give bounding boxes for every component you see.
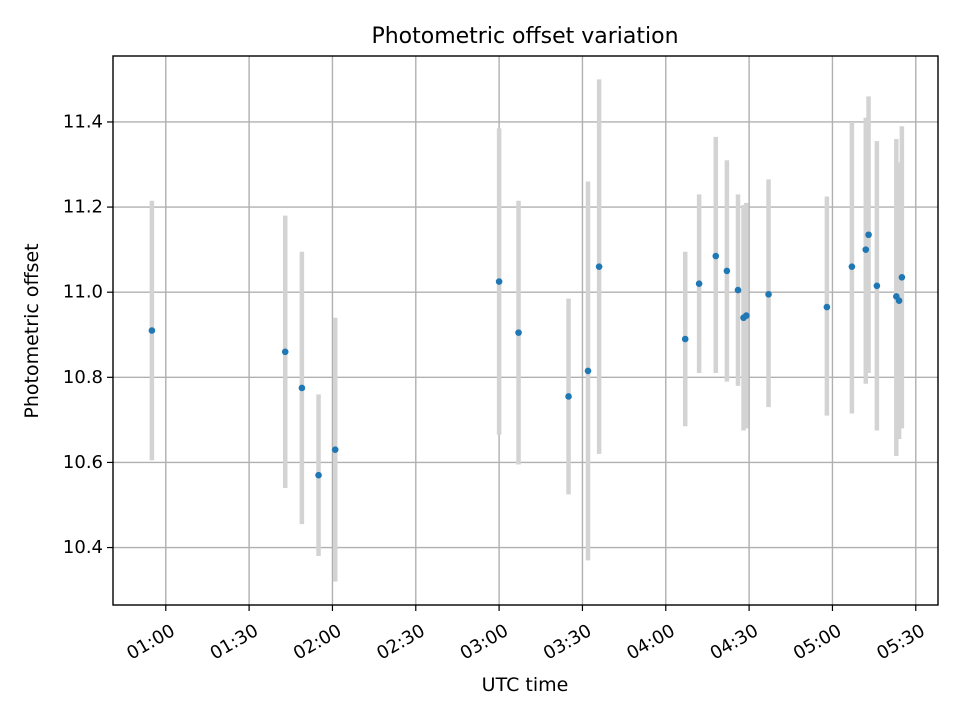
data-points: [148, 231, 906, 479]
y-tick-label: 10.4: [63, 537, 103, 558]
data-point: [734, 286, 742, 294]
data-point: [584, 367, 592, 375]
y-tick-label: 11.2: [63, 197, 103, 218]
y-tick-label: 10.8: [63, 367, 103, 388]
x-tick-label: 04:30: [707, 620, 762, 664]
data-point: [315, 471, 322, 479]
data-point: [281, 348, 289, 356]
y-tick-label: 10.6: [63, 452, 103, 473]
x-tick-label: 03:30: [540, 620, 595, 664]
data-point: [298, 384, 306, 392]
x-tick-label: 03:00: [457, 620, 512, 664]
data-point: [712, 252, 720, 260]
data-point: [681, 335, 689, 343]
data-point: [823, 303, 831, 311]
data-point: [331, 446, 339, 453]
data-point: [862, 246, 870, 253]
data-point: [865, 231, 872, 239]
data-point: [148, 327, 156, 334]
data-point: [495, 278, 503, 285]
x-tick-label: 02:30: [373, 620, 428, 664]
x-axis-label: UTC time: [482, 674, 569, 696]
y-tick-label: 11.4: [63, 111, 103, 132]
data-point: [895, 297, 903, 305]
data-point: [723, 267, 731, 275]
y-axis-ticks: 10.4 10.6 10.8 11.0 11.2 11.4: [63, 111, 113, 558]
data-point: [873, 282, 881, 290]
data-point: [743, 312, 750, 319]
data-point: [595, 263, 603, 270]
x-axis-ticks: 01:00 01:30 02:00 02:30 03:00 03:30 04:00 04:30…: [123, 605, 929, 664]
data-point: [515, 329, 522, 336]
chart-title: Photometric offset variation: [371, 24, 678, 49]
data-point: [848, 263, 856, 270]
x-tick-label: 01:30: [207, 620, 262, 664]
data-point: [898, 274, 906, 281]
data-point: [695, 280, 703, 287]
x-tick-label: 04:00: [623, 620, 678, 664]
y-tick-label: 11.0: [63, 282, 103, 303]
x-tick-label: 05:00: [790, 620, 845, 664]
error-bars: [149, 79, 905, 582]
plot-frame: [112, 55, 939, 606]
data-point: [765, 291, 772, 298]
x-tick-label: 02:00: [290, 620, 345, 664]
y-axis-label: Photometric offset: [21, 243, 43, 418]
grid-layer: [113, 56, 938, 605]
x-tick-label: 01:00: [123, 620, 178, 664]
data-point: [565, 393, 572, 400]
x-tick-label: 05:30: [873, 620, 928, 664]
